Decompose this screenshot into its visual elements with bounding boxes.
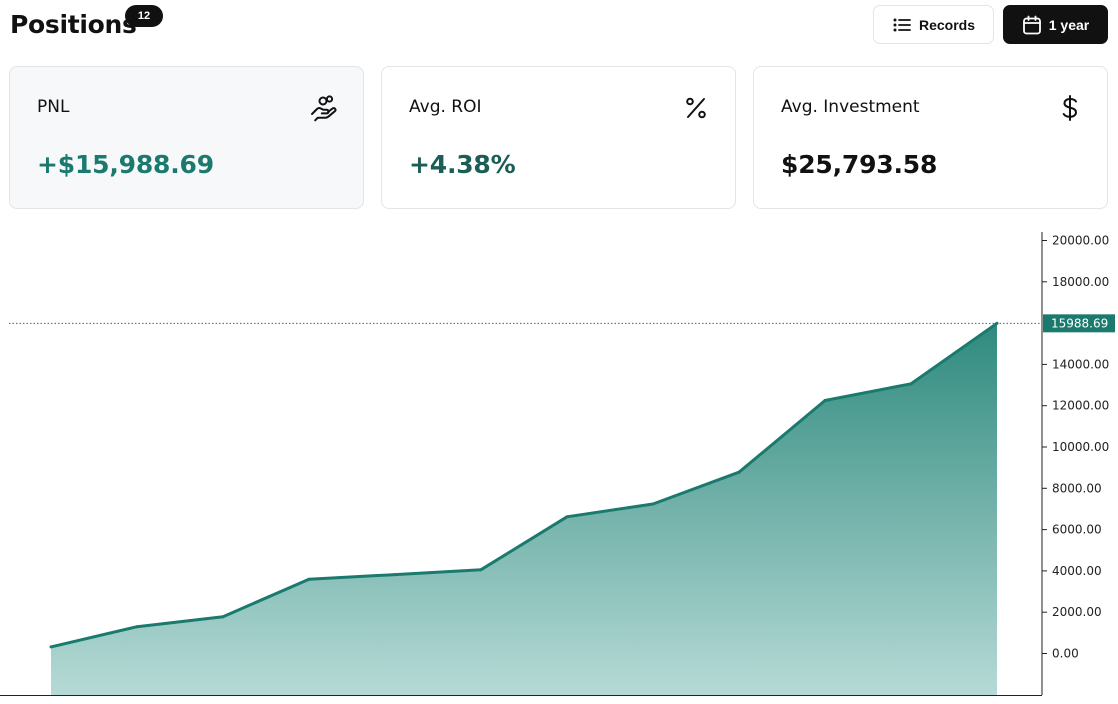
data-point <box>737 470 741 474</box>
pnl-area-fill <box>51 323 997 695</box>
page-header: Positions 12 Records 1 year <box>10 0 1108 48</box>
period-button-label: 1 year <box>1048 16 1090 33</box>
y-tick-label: 6000.00 <box>1052 523 1102 537</box>
avg-investment-card: Avg. Investment $25,793.58 <box>753 66 1108 209</box>
data-point <box>565 515 569 519</box>
pnl-chart: 20000.00 18000.00 14000.00 12000.00 10000.00… <box>0 225 1118 699</box>
avg-roi-label: Avg. ROI <box>409 97 482 117</box>
y-tick-label: 2000.00 <box>1052 605 1102 619</box>
data-point <box>909 382 913 386</box>
y-tick-label: 4000.00 <box>1052 564 1102 578</box>
avg-investment-label: Avg. Investment <box>781 97 920 117</box>
hand-coins-icon <box>309 94 337 127</box>
data-point <box>393 573 397 577</box>
calendar-icon <box>1022 15 1042 35</box>
data-point <box>651 502 655 506</box>
data-point <box>823 399 827 402</box>
period-selector-button[interactable]: 1 year <box>1003 5 1108 44</box>
percent-icon <box>683 94 709 127</box>
y-tick-label: 10000.00 <box>1052 440 1109 454</box>
avg-investment-value: $25,793.58 <box>781 150 938 179</box>
avg-roi-card: Avg. ROI +4.38% <box>381 66 736 209</box>
y-tick-label: 0.00 <box>1052 647 1079 661</box>
pnl-label: PNL <box>37 97 70 117</box>
pnl-value: +$15,988.69 <box>37 150 214 179</box>
y-tick-label: 14000.00 <box>1052 357 1109 371</box>
last-value-badge <box>1043 314 1115 333</box>
dollar-sign-icon <box>1059 94 1081 127</box>
data-point <box>221 615 225 619</box>
avg-roi-value: +4.38% <box>409 150 516 179</box>
pnl-area-chart: 20000.00 18000.00 14000.00 12000.00 10000.00… <box>0 232 1115 696</box>
data-point <box>49 645 53 649</box>
records-button[interactable]: Records <box>873 5 994 44</box>
data-point <box>479 568 483 572</box>
last-value-label: 15988.69 <box>1051 316 1108 330</box>
y-tick-label: 8000.00 <box>1052 481 1102 495</box>
page-title: Positions <box>10 10 137 39</box>
pnl-series-line <box>50 322 998 649</box>
data-point <box>135 625 139 629</box>
list-icon <box>892 15 912 35</box>
y-tick-label: 20000.00 <box>1052 234 1109 248</box>
y-tick-label: 12000.00 <box>1052 399 1109 413</box>
positions-count-badge: 12 <box>125 5 163 27</box>
pnl-card: PNL +$15,988.69 <box>9 66 364 209</box>
records-button-label: Records <box>918 16 976 33</box>
data-point <box>307 577 311 581</box>
y-tick-label: 18000.00 <box>1052 275 1109 289</box>
